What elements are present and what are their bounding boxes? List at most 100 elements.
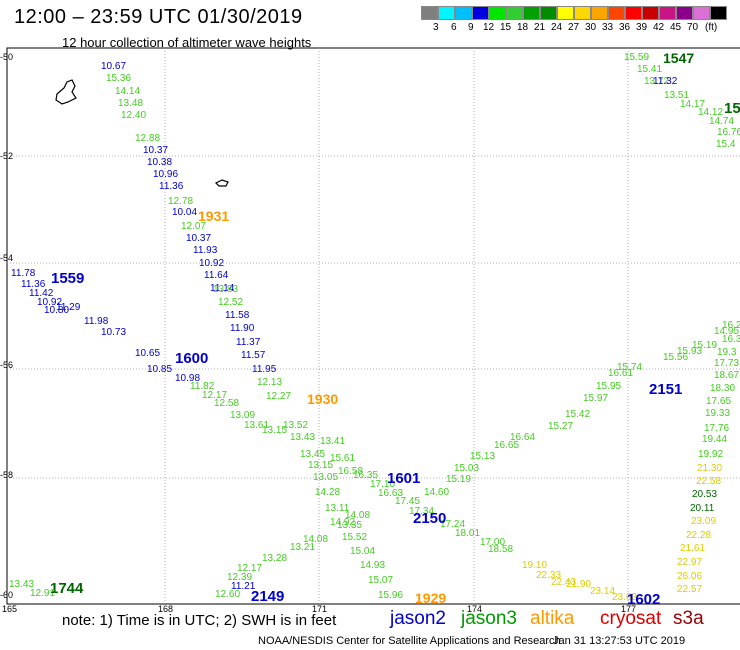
y-axis-label: -58 [0, 470, 14, 480]
wave-height-value: 16.61 [608, 368, 634, 379]
wave-height-value: 13.48 [118, 98, 144, 109]
legend-label: 45 [670, 22, 682, 33]
wave-height-value: 12.40 [121, 110, 147, 121]
y-axis-label: -56 [0, 360, 14, 370]
wave-height-value: 17.73 [714, 358, 740, 369]
wave-height-value: 15.61 [330, 453, 356, 464]
wave-height-value: 15.19 [692, 340, 718, 351]
wave-height-value: 10.96 [153, 169, 179, 180]
wave-height-value: 14.08 [303, 534, 329, 545]
footer-timestamp: Jan 31 13:27:53 UTC 2019 [553, 635, 686, 647]
wave-height-value: 18.58 [488, 544, 514, 555]
wave-height-value: 15.74 [617, 362, 643, 373]
wave-height-value: 21.61 [680, 543, 706, 554]
wave-height-value: 16.3 [722, 334, 740, 345]
wave-height-value: 14.14 [115, 86, 141, 97]
wave-height-value: 11.98 [84, 316, 109, 327]
wave-height-value: 14.12 [698, 107, 724, 118]
wave-height-value: 23.09 [691, 516, 717, 527]
wave-height-value: 13.21 [290, 542, 316, 553]
x-axis-label: 174 [467, 604, 483, 614]
wave-height-value: 15.42 [565, 409, 591, 420]
wave-height-value: 11.37 [236, 337, 261, 348]
legend-label: 42 [653, 22, 665, 33]
wave-height-value: 12.17 [237, 563, 263, 574]
wave-height-value: 11.42 [29, 288, 54, 299]
wave-height-value: 19.33 [705, 408, 731, 419]
wave-height-value: 13.43 [9, 579, 35, 590]
wave-height-value: 12.78 [168, 196, 194, 207]
wave-height-value: 20.11 [690, 503, 715, 514]
wave-height-value: 14.92 [330, 517, 356, 528]
legend-swatch [472, 6, 489, 20]
wave-height-value: 14.74 [709, 116, 735, 127]
pass-time-label: 2151 [649, 381, 683, 398]
wave-height-value: 23.63 [612, 592, 638, 603]
wave-height-value: 15.59 [624, 52, 650, 63]
wave-height-value: 10.38 [147, 157, 173, 168]
wave-height-value: 17.10 [370, 479, 396, 490]
wave-height-value: 15.96 [378, 590, 404, 601]
wave-height-value: 15.95 [596, 381, 622, 392]
wave-height-value: 14.28 [315, 487, 341, 498]
legend-swatch [540, 6, 557, 20]
wave-height-value: 23.14 [590, 586, 616, 597]
wave-height-value: 13.43 [290, 432, 316, 443]
wave-height-value: 12.88 [135, 133, 161, 144]
wave-height-value: 10.67 [101, 61, 127, 72]
wave-height-value: 17.45 [395, 496, 421, 507]
footer-credit: NOAA/NESDIS Center for Satellite Applica… [258, 635, 561, 647]
wave-height-value: 11.14 [210, 283, 235, 294]
wave-height-value: 17.00 [480, 537, 506, 548]
legend-label: 24 [551, 22, 563, 33]
legend-label: 3 [433, 22, 439, 33]
wave-height-value: 10.92 [37, 297, 63, 308]
y-axis-label: -50 [0, 52, 14, 62]
wave-height-value: 16.58 [338, 466, 364, 477]
pass-time-label: 1602 [627, 591, 661, 608]
pass-time-label: 1601 [387, 470, 421, 487]
wave-height-value: 12.91 [30, 588, 56, 599]
wave-height-value: 13.09 [230, 410, 256, 421]
island-outline [55, 79, 77, 105]
wave-height-value: 11.90 [230, 323, 255, 334]
legend-label: 39 [636, 22, 648, 33]
wave-height-value: 12.39 [227, 572, 253, 583]
legend-swatch [557, 6, 574, 20]
wave-height-value: 19.3 [717, 347, 737, 358]
wave-height-value: 15.93 [677, 346, 703, 357]
wave-height-value: 22.33 [536, 570, 562, 581]
legend-swatch [625, 6, 642, 20]
wave-height-value: 12.27 [266, 391, 292, 402]
wave-height-value: 22.58 [696, 476, 722, 487]
pass-time-label: 1547 [663, 50, 695, 66]
wave-height-value: 19.10 [522, 560, 548, 571]
wave-height-value: 12.07 [181, 221, 207, 232]
wave-height-value: 13.52 [283, 420, 309, 431]
wave-height-value: 16.76 [717, 127, 740, 138]
wave-height-value: 11.29 [56, 302, 81, 313]
x-axis-label: 171 [312, 604, 328, 614]
wave-height-value: 18.67 [714, 370, 740, 381]
wave-height-value: 19.44 [702, 434, 728, 445]
pass-time-label: 1559 [51, 270, 85, 287]
wave-height-value: 10.98 [175, 373, 201, 384]
pass-time-label: 1930 [307, 391, 339, 407]
legend-label: 18 [517, 22, 529, 33]
legend-sat-altika: altika [530, 608, 575, 629]
legend-label: 33 [602, 22, 614, 33]
wave-height-value: 11.32 [653, 76, 678, 87]
wave-height-value: 10.73 [101, 327, 127, 338]
wave-height-value: 14.17 [680, 99, 706, 110]
wave-height-value: 16.65 [494, 440, 520, 451]
wave-height-value: 15.56 [663, 352, 689, 363]
wave-height-value: 15.36 [106, 73, 132, 84]
wave-height-value: 16.63 [378, 488, 404, 499]
wave-height-value: 18.01 [455, 528, 481, 539]
legend-label: 12 [483, 22, 495, 33]
wave-height-value: 12.58 [214, 398, 240, 409]
wave-height-value: 12.13 [257, 377, 283, 388]
legend-swatch [421, 6, 438, 20]
wave-height-value: 13.05 [313, 472, 339, 483]
